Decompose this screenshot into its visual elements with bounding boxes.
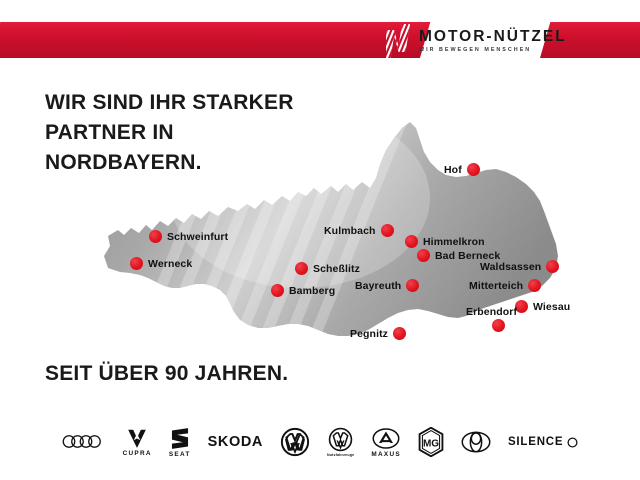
city-dot-icon	[149, 230, 162, 243]
map-city-markers: Schweinfurt Werneck Scheßlitz Bamberg Ku…	[0, 78, 640, 408]
city-marker-waldsassen[interactable]: Waldsassen	[480, 260, 560, 273]
city-marker-bad-berneck[interactable]: Bad Berneck	[417, 249, 500, 262]
city-dot-icon	[546, 260, 560, 273]
brand-maxus[interactable]: MAXUS	[371, 420, 401, 464]
city-marker-bamberg[interactable]: Bamberg	[271, 284, 335, 297]
vw-nutzfahrzeuge-icon	[328, 427, 353, 452]
svg-text:MG: MG	[423, 438, 439, 449]
city-label: Werneck	[148, 257, 193, 270]
logo-subtitle: WIR BEWEGEN MENSCHEN	[419, 46, 532, 53]
city-label: Wiesau	[533, 300, 571, 313]
brand-toyota[interactable]	[461, 420, 491, 464]
page-tagline: SEIT ÜBER 90 JAHREN.	[45, 362, 289, 385]
city-dot-icon	[492, 319, 505, 332]
city-dot-icon	[466, 163, 480, 176]
n-stripes-icon	[386, 24, 410, 58]
city-marker-hof[interactable]: Hof	[444, 163, 480, 176]
silence-wordmark-icon: SILENCE	[507, 436, 564, 448]
brand-caption: Nutzfahrzeuge	[326, 453, 355, 457]
map-graphic	[104, 122, 558, 336]
city-marker-schesslitz[interactable]: Scheßlitz	[295, 262, 360, 275]
city-label: Bamberg	[289, 284, 336, 297]
city-dot-icon	[380, 224, 394, 237]
page-header: MOTOR-NÜTZEL WIR BEWEGEN MENSCHEN	[0, 0, 640, 78]
city-marker-wiesau[interactable]: Wiesau	[515, 300, 570, 313]
brand-volkswagen[interactable]	[280, 420, 310, 464]
city-marker-kulmbach[interactable]: Kulmbach	[324, 224, 394, 237]
city-dot-icon	[528, 279, 542, 292]
brand-logo-strip: CUPRA SEAT SKODA Nutzfahrzeuge	[0, 418, 640, 466]
city-dot-icon	[406, 279, 420, 292]
brand-silence[interactable]: SILENCE	[508, 420, 578, 464]
seat-s-icon	[171, 427, 188, 449]
skoda-wordmark-icon: SKODA	[207, 434, 263, 450]
brand-seat[interactable]: SEAT	[169, 420, 191, 464]
city-label: Himmelkron	[423, 235, 485, 248]
audi-rings-icon	[62, 435, 101, 448]
page-headline: WIR SIND IHR STARKER PARTNER IN NORDBAYE…	[45, 91, 294, 174]
brand-skoda[interactable]: SKODA	[208, 420, 263, 464]
city-label: Bayreuth	[355, 279, 402, 292]
city-label: Hof	[444, 163, 462, 176]
brand-caption: MAXUS	[371, 450, 401, 458]
brand-audi[interactable]	[62, 420, 106, 464]
city-marker-mitterteich[interactable]: Mitterteich	[469, 279, 542, 292]
city-label: Erbendorf	[466, 306, 518, 318]
city-marker-erbendorf[interactable]: Erbendorf	[466, 306, 517, 332]
city-label: Kulmbach	[324, 224, 376, 237]
cupra-icon	[128, 429, 147, 448]
brand-caption: CUPRA	[122, 450, 152, 457]
city-marker-himmelkron[interactable]: Himmelkron	[405, 235, 485, 248]
silence-circle-icon	[567, 436, 578, 448]
city-dot-icon	[271, 284, 284, 297]
city-label: Bad Berneck	[435, 249, 501, 262]
company-logo[interactable]: MOTOR-NÜTZEL WIR BEWEGEN MENSCHEN	[386, 22, 567, 60]
brand-volkswagen-nutzfahrzeuge[interactable]: Nutzfahrzeuge	[327, 420, 354, 464]
vw-icon	[280, 427, 310, 456]
city-dot-icon	[515, 300, 528, 313]
city-dot-icon	[405, 235, 418, 248]
city-label: Waldsassen	[480, 260, 542, 273]
city-label: Pegnitz	[350, 327, 389, 340]
city-marker-bayreuth[interactable]: Bayreuth	[355, 279, 420, 292]
mg-icon: MG	[418, 426, 444, 457]
logo-text-block: MOTOR-NÜTZEL WIR BEWEGEN MENSCHEN	[419, 29, 567, 53]
header-red-bar-left	[0, 22, 431, 58]
city-label: Mitterteich	[469, 279, 524, 292]
city-dot-icon	[393, 327, 407, 340]
city-label: Scheßlitz	[313, 262, 360, 275]
logo-title: MOTOR-NÜTZEL	[419, 28, 567, 46]
city-dot-icon	[295, 262, 308, 275]
brand-mg[interactable]: MG	[418, 420, 444, 464]
city-dot-icon	[417, 249, 430, 262]
city-label: Schweinfurt	[167, 230, 229, 243]
maxus-icon	[372, 427, 400, 449]
brand-cupra[interactable]: CUPRA	[123, 420, 152, 464]
city-marker-schweinfurt[interactable]: Schweinfurt	[149, 230, 228, 243]
city-dot-icon	[130, 257, 143, 270]
map-nordbayern	[0, 78, 640, 408]
brand-caption: SEAT	[168, 450, 191, 458]
city-marker-pegnitz[interactable]: Pegnitz	[350, 327, 407, 340]
city-marker-werneck[interactable]: Werneck	[130, 257, 192, 270]
toyota-icon	[461, 431, 491, 452]
